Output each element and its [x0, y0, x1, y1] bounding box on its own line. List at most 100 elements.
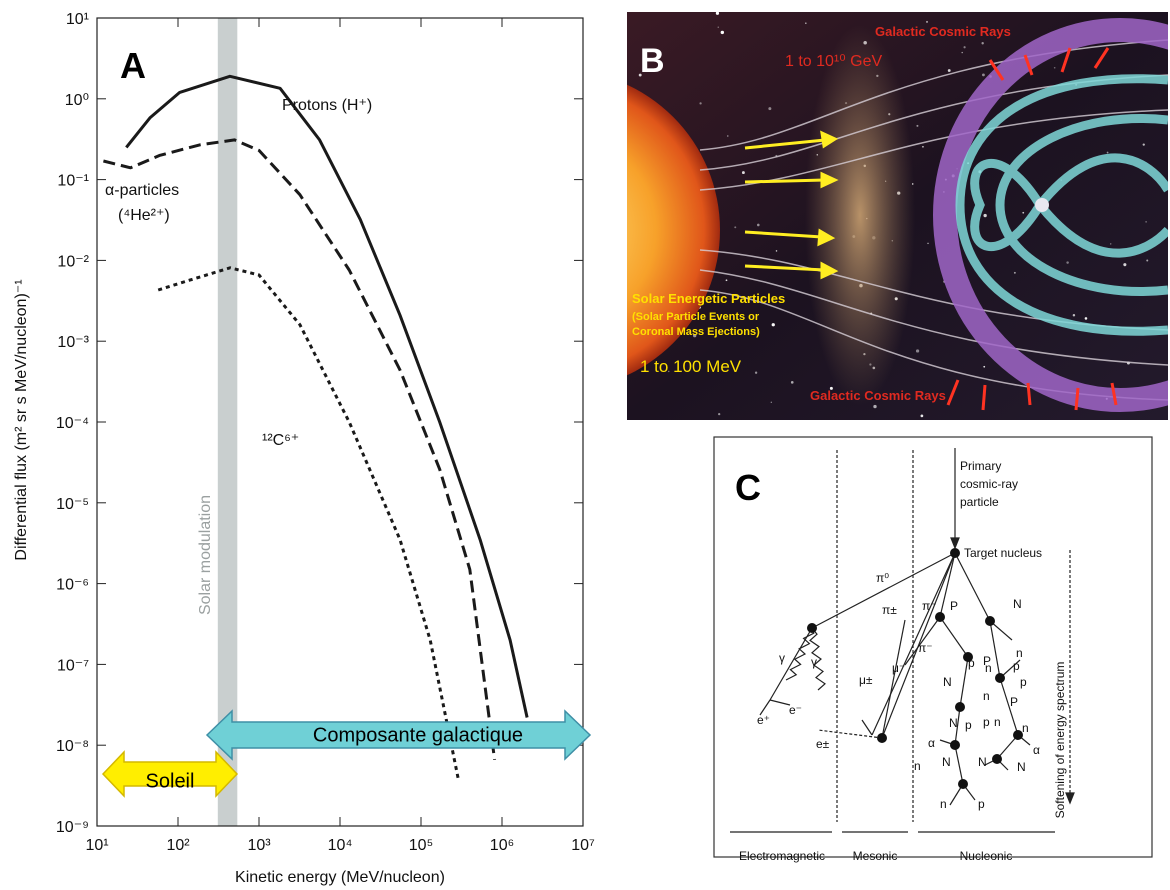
diagram-label: e± — [816, 737, 830, 751]
cascade-track — [817, 729, 883, 739]
star — [699, 102, 702, 105]
cascade-track — [881, 619, 906, 739]
cascade-track — [954, 706, 961, 746]
x-tick-label: 10¹ — [85, 837, 108, 854]
diagram-label: Target nucleus — [964, 546, 1042, 560]
cascade-node — [992, 754, 1002, 764]
x-tick-label: 10⁶ — [490, 837, 514, 854]
star — [720, 30, 725, 35]
x-tick-label: 10⁵ — [409, 837, 433, 854]
cascade-track — [989, 620, 1001, 679]
x-tick-label: 10⁴ — [328, 837, 353, 854]
cascade-node — [955, 702, 965, 712]
y-tick-label: 10⁻⁷ — [57, 657, 89, 674]
solar-modulation-band — [217, 18, 238, 826]
plot-frame — [96, 17, 584, 827]
cascade-track — [959, 656, 969, 708]
star — [982, 73, 985, 77]
star — [926, 20, 928, 23]
y-tick-label: 10⁰ — [65, 92, 89, 109]
diagram-label: π⁻ — [922, 599, 937, 613]
image-label: Galactic Cosmic Rays — [875, 24, 1011, 39]
diagram-label: p — [983, 715, 990, 729]
cascade-node — [958, 779, 968, 789]
diagram-label: P — [983, 654, 991, 668]
diagram-label: n — [994, 715, 1001, 729]
x-axis-label: Kinetic energy (MeV/nucleon) — [235, 869, 445, 886]
star — [725, 279, 728, 282]
star — [927, 242, 929, 245]
diagram-label: Primary — [960, 459, 1001, 473]
cascade-track — [939, 552, 956, 618]
diagram-label: μ⁻ — [892, 661, 905, 675]
diagram-label: α — [928, 736, 935, 750]
star — [963, 46, 966, 49]
star — [920, 414, 924, 418]
image-label: (Solar Particle Events or — [632, 311, 760, 323]
series-label: ¹²C⁶⁺ — [262, 432, 299, 449]
diagram-label: p — [1013, 659, 1020, 673]
diagram-label: P — [950, 599, 958, 613]
diagram-label: n — [914, 759, 921, 773]
star — [668, 370, 670, 373]
cascade-track — [954, 744, 964, 785]
y-tick-label: 10⁻¹ — [57, 173, 89, 190]
star — [770, 401, 772, 403]
star — [873, 404, 877, 409]
diagram-label: P — [1010, 695, 1018, 709]
star — [638, 73, 642, 77]
arrow-label: Composante galactique — [313, 724, 523, 746]
diagram-label: N — [978, 755, 987, 769]
cascade-track — [759, 699, 771, 716]
diagram-label: cosmic-ray — [960, 477, 1018, 491]
star — [983, 365, 986, 368]
star — [915, 349, 920, 353]
series-line — [103, 138, 497, 760]
star — [983, 213, 987, 218]
y-tick-label: 10⁻⁹ — [56, 819, 89, 836]
y-tick-label: 10⁻⁴ — [56, 415, 89, 432]
star — [771, 323, 775, 327]
star — [1066, 261, 1069, 264]
star — [1146, 259, 1149, 262]
x-tick-label: 10³ — [247, 837, 271, 854]
diagram-label: γ — [779, 651, 785, 665]
star — [829, 386, 833, 390]
series-line — [125, 74, 529, 718]
star — [922, 146, 924, 148]
x-tick-label: 10⁷ — [571, 837, 595, 854]
image-label: 1 to 100 MeV — [640, 357, 742, 376]
cascade-node — [995, 673, 1005, 683]
cascade-track — [811, 552, 956, 629]
series-line — [157, 266, 460, 781]
diagram-label: n — [940, 797, 947, 811]
diagram-label: n — [1022, 721, 1029, 735]
particle-arrows — [744, 130, 839, 280]
diagram-label: p — [978, 797, 985, 811]
star — [718, 412, 721, 416]
diagram-label: e⁺ — [757, 713, 770, 727]
star — [790, 381, 794, 384]
panel-c-frame — [713, 436, 1153, 858]
cascade-track — [954, 552, 991, 622]
image-label: Solar Energetic Particles — [632, 291, 785, 306]
star — [734, 226, 737, 229]
panel-b-image — [627, 12, 1168, 420]
star — [741, 171, 745, 174]
diagram-label: N — [943, 675, 952, 689]
diagram-label: n — [1016, 646, 1023, 660]
star — [775, 250, 778, 252]
y-tick-label: 10⁻³ — [57, 334, 89, 351]
diagram-label: n — [983, 689, 990, 703]
cascade-track — [939, 616, 969, 658]
star — [1142, 143, 1145, 146]
star — [693, 333, 697, 338]
star — [1123, 263, 1127, 267]
cascade-node — [985, 616, 995, 626]
star — [947, 69, 951, 72]
star — [1053, 66, 1056, 69]
cascade-node — [950, 740, 960, 750]
cascade-track — [996, 734, 1019, 760]
panel-label: B — [640, 42, 665, 80]
